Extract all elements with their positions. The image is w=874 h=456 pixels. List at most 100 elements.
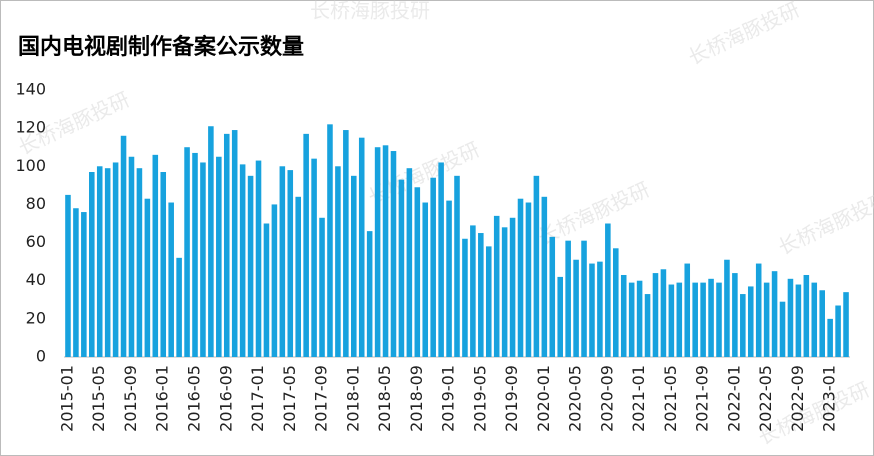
bar (144, 198, 151, 357)
x-tick-label: 2021-01 (629, 365, 648, 432)
bar (827, 318, 833, 357)
bar (311, 158, 317, 357)
x-tick-label: 2017-05 (280, 365, 299, 432)
bar (557, 276, 563, 357)
bar (239, 164, 246, 357)
bar (708, 278, 714, 357)
bar (605, 223, 611, 357)
x-tick-label: 2020-09 (597, 365, 616, 432)
bar (589, 263, 595, 357)
x-tick-label: 2023-01 (820, 365, 839, 432)
bar (223, 133, 230, 357)
watermark: 长桥海豚投研 (310, 0, 430, 23)
bar (454, 175, 460, 357)
x-tick-label: 2022-01 (724, 365, 743, 432)
bar (335, 166, 341, 357)
bar (73, 208, 79, 357)
bar (565, 240, 571, 357)
bar (724, 259, 730, 357)
bar (636, 280, 643, 357)
y-tick-label: 20 (26, 308, 46, 327)
bar (430, 177, 436, 357)
bar (501, 227, 508, 357)
bar (779, 301, 786, 357)
bar (89, 172, 95, 357)
bar (398, 179, 405, 357)
bar (485, 246, 492, 357)
bar (81, 212, 87, 357)
x-tick-label: 2019-09 (502, 365, 521, 432)
x-tick-label: 2020-01 (534, 365, 553, 432)
x-tick-label: 2021-09 (693, 365, 712, 432)
x-tick-label: 2016-09 (216, 365, 235, 432)
x-tick-label: 2015-09 (121, 365, 140, 432)
y-tick-label: 60 (26, 232, 46, 251)
bar (422, 202, 429, 357)
bar (747, 286, 754, 357)
bar (382, 145, 389, 357)
x-tick-label: 2020-05 (566, 365, 585, 432)
x-tick-label: 2018-01 (343, 365, 362, 432)
bar (470, 225, 476, 357)
bar (319, 217, 325, 357)
bar (176, 257, 182, 357)
y-tick-label: 40 (26, 270, 46, 289)
bar (303, 133, 309, 357)
bar (620, 274, 627, 357)
bar (684, 263, 691, 357)
bar (247, 175, 254, 357)
bar (732, 273, 738, 357)
bar (716, 282, 722, 357)
bar (525, 202, 532, 357)
x-tick-label: 2022-09 (788, 365, 807, 432)
bar (327, 124, 333, 357)
x-tick-label: 2015-01 (57, 365, 76, 432)
x-tick-label: 2018-09 (407, 365, 426, 432)
bar (700, 282, 706, 357)
bar (128, 156, 135, 357)
bar (462, 238, 468, 357)
bar (795, 284, 802, 357)
bar (351, 175, 357, 357)
bar (279, 166, 286, 357)
bar (628, 282, 635, 357)
y-tick-label: 80 (26, 194, 46, 213)
x-tick-label: 2019-01 (439, 365, 458, 432)
bar (509, 217, 516, 357)
bar (358, 137, 365, 357)
bar (208, 126, 214, 357)
bar (112, 162, 119, 357)
bar (216, 156, 222, 357)
y-tick-label: 100 (15, 156, 46, 175)
bar (787, 278, 794, 357)
bar (414, 187, 421, 357)
bar (835, 305, 841, 357)
bar (343, 130, 349, 357)
bar (160, 172, 167, 357)
bar (652, 273, 659, 357)
bar (517, 198, 524, 357)
bar (96, 166, 103, 357)
bar (406, 168, 413, 357)
bar (374, 147, 381, 357)
bar (613, 248, 619, 357)
bar (478, 233, 484, 357)
bar (390, 151, 397, 357)
bar (200, 162, 206, 357)
bar (581, 240, 587, 357)
bar (231, 130, 238, 357)
bar (755, 263, 762, 357)
x-tick-label: 2016-01 (153, 365, 172, 432)
y-tick-label: 120 (15, 118, 46, 137)
bar (446, 200, 452, 357)
x-tick-label: 2021-05 (661, 365, 680, 432)
bar (184, 147, 190, 357)
bar (644, 294, 651, 357)
bar (692, 282, 698, 357)
x-tick-label: 2022-05 (756, 365, 775, 432)
x-tick-label: 2015-05 (89, 365, 108, 432)
bar (104, 168, 111, 357)
x-tick-label: 2016-05 (185, 365, 204, 432)
bar (811, 282, 818, 357)
